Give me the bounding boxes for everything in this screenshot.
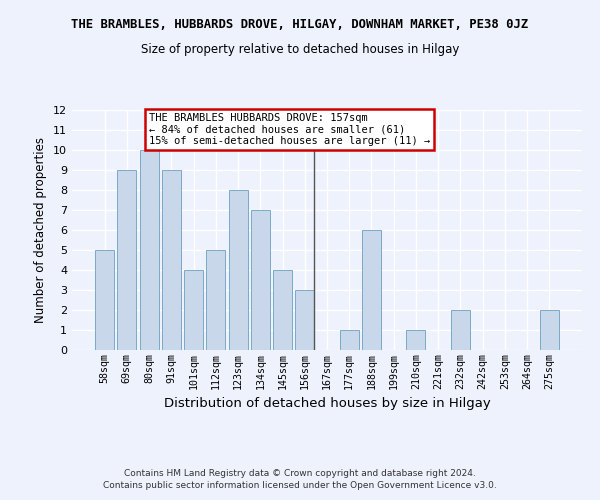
Bar xyxy=(406,330,425,350)
Bar xyxy=(295,290,314,350)
Bar xyxy=(140,150,158,350)
Bar xyxy=(118,170,136,350)
Bar xyxy=(273,270,292,350)
Bar xyxy=(184,270,203,350)
Bar xyxy=(251,210,270,350)
Text: THE BRAMBLES HUBBARDS DROVE: 157sqm
← 84% of detached houses are smaller (61)
15: THE BRAMBLES HUBBARDS DROVE: 157sqm ← 84… xyxy=(149,113,430,146)
X-axis label: Distribution of detached houses by size in Hilgay: Distribution of detached houses by size … xyxy=(164,397,490,410)
Text: THE BRAMBLES, HUBBARDS DROVE, HILGAY, DOWNHAM MARKET, PE38 0JZ: THE BRAMBLES, HUBBARDS DROVE, HILGAY, DO… xyxy=(71,18,529,30)
Bar xyxy=(362,230,381,350)
Text: Size of property relative to detached houses in Hilgay: Size of property relative to detached ho… xyxy=(141,42,459,56)
Bar xyxy=(95,250,114,350)
Bar xyxy=(162,170,181,350)
Bar xyxy=(340,330,359,350)
Bar xyxy=(540,310,559,350)
Bar xyxy=(206,250,225,350)
Bar xyxy=(229,190,248,350)
Y-axis label: Number of detached properties: Number of detached properties xyxy=(34,137,47,323)
Text: Contains HM Land Registry data © Crown copyright and database right 2024.
Contai: Contains HM Land Registry data © Crown c… xyxy=(103,468,497,490)
Bar xyxy=(451,310,470,350)
